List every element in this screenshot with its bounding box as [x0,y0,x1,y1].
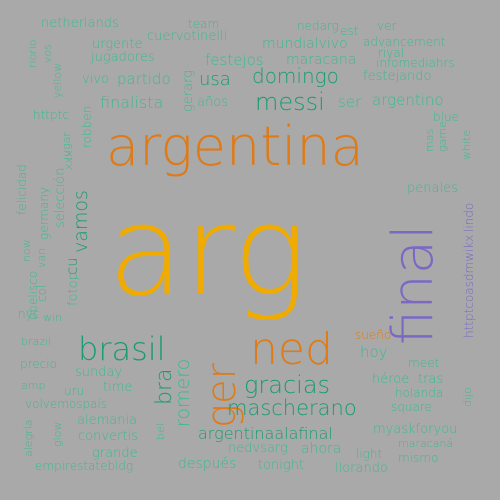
word-light: light [356,447,383,461]
word-volvemospais: volvemospaís [25,397,108,411]
word-lindo: lindo [462,202,476,232]
word-heroe: héroe [372,372,410,387]
word-maracana-accent: maracaná [398,437,454,450]
word-vos: vos [41,44,54,63]
word-felicidad: felicidad [15,164,29,215]
word-vivo: vivo [82,72,109,87]
word-myaskforyou: myaskforyou [373,422,458,437]
word-tras: tras [418,372,444,387]
word-argentinaalafinal: argentinaalafinal [198,424,333,443]
word-argentino: argentino [372,91,444,109]
word-mascherano: mascherano [227,396,357,420]
word-arg: arg [108,180,308,324]
word-argentina: argentina [106,115,364,178]
word-dijo: dijo [461,387,474,407]
word-domingo: domingo [252,64,339,88]
word-van: van [35,247,48,268]
word-bel: bel [154,423,167,440]
word-alemania: alemania [77,413,138,428]
word-jugadores: jugadores [91,50,155,65]
word-seleccion: selección [53,167,68,228]
word-ahora: ahora [301,441,342,457]
word-mismo: mismo [398,451,439,465]
word-anos: años [197,95,228,110]
word-grande: grande [92,446,138,461]
word-holanda: holanda [395,386,444,400]
word-nedvsarg: nedvsarg [228,441,288,456]
word-usa: usa [199,69,231,90]
word-netherlands: netherlands [41,16,119,31]
word-rival: rival [378,46,405,60]
word-finalista: finalista [100,93,164,112]
word-httptcoasdmwikx: httptcoasdmwikx [462,234,476,338]
word-urgente: urgente [92,37,143,52]
word-glow: glow [51,421,64,447]
word-win: win [43,311,63,324]
word-festejos: festejos [205,51,264,69]
word-mundialvivo: mundialvivo [262,36,348,52]
word-uru: uru [64,384,85,398]
word-blue: blue [433,110,459,124]
word-vamos: vamos [70,190,92,253]
word-festejando: festejando [363,69,432,84]
word-precio: precio [20,357,57,371]
word-despues: después [178,456,237,472]
word-sunday: sunday [75,365,123,380]
word-httptc: httptc [33,108,69,122]
word-germany: germany [37,186,51,240]
word-nedarg: nedarg [297,19,339,33]
word-est: est [340,24,359,38]
word-tonight: tonight [258,458,305,473]
word-messi: messi [255,88,325,116]
word-maracana: maracana [286,52,357,68]
word-llorando: llorando [335,461,388,476]
word-convertis: convertis [78,429,138,444]
word-yellow: yellow [51,62,64,98]
word-col: col [35,284,49,302]
word-robben: robben [80,105,94,148]
word-hoy: hoy [360,343,388,361]
word-ser: ser [338,93,362,111]
word-romero: romero [172,358,194,427]
word-square: square [391,400,432,414]
word-brasil: brasil [78,330,166,368]
word-ver: ver [377,19,397,33]
word-partido: partido [117,70,171,88]
word-advancement: advancement [363,35,446,49]
word-amp: amp [21,379,46,392]
word-game: game [436,121,449,152]
word-mas: mas [423,128,436,152]
word-meet: meet [408,356,440,370]
word-alegria: alegría [22,419,35,458]
word-nyc: nyc [18,307,40,321]
word-team: team [188,17,220,31]
word-gerarg: gerarg [181,69,196,112]
word-empirestatebldg: empirestatebldg [35,459,134,473]
word-now: now [20,239,33,262]
word-gracias: gracias [244,371,331,399]
word-cuervotinelli: cuervotinelli [147,29,228,44]
word-penales: penales [407,181,458,196]
word-sueno: sueño [355,328,392,342]
word-ned: ned [250,324,333,375]
word-fotop: fotop [66,272,81,306]
word-white: white [460,129,473,160]
word-time: time [103,380,133,395]
word-riorio: riorio [26,39,39,68]
word-brazil: brazil [21,335,52,348]
word-final: final [381,224,446,345]
word-infomediahrs: infomediahrs [376,56,455,70]
